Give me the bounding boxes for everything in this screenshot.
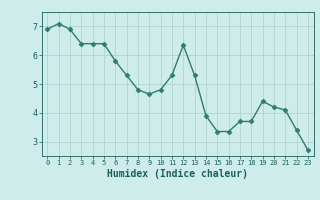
X-axis label: Humidex (Indice chaleur): Humidex (Indice chaleur)	[107, 169, 248, 179]
